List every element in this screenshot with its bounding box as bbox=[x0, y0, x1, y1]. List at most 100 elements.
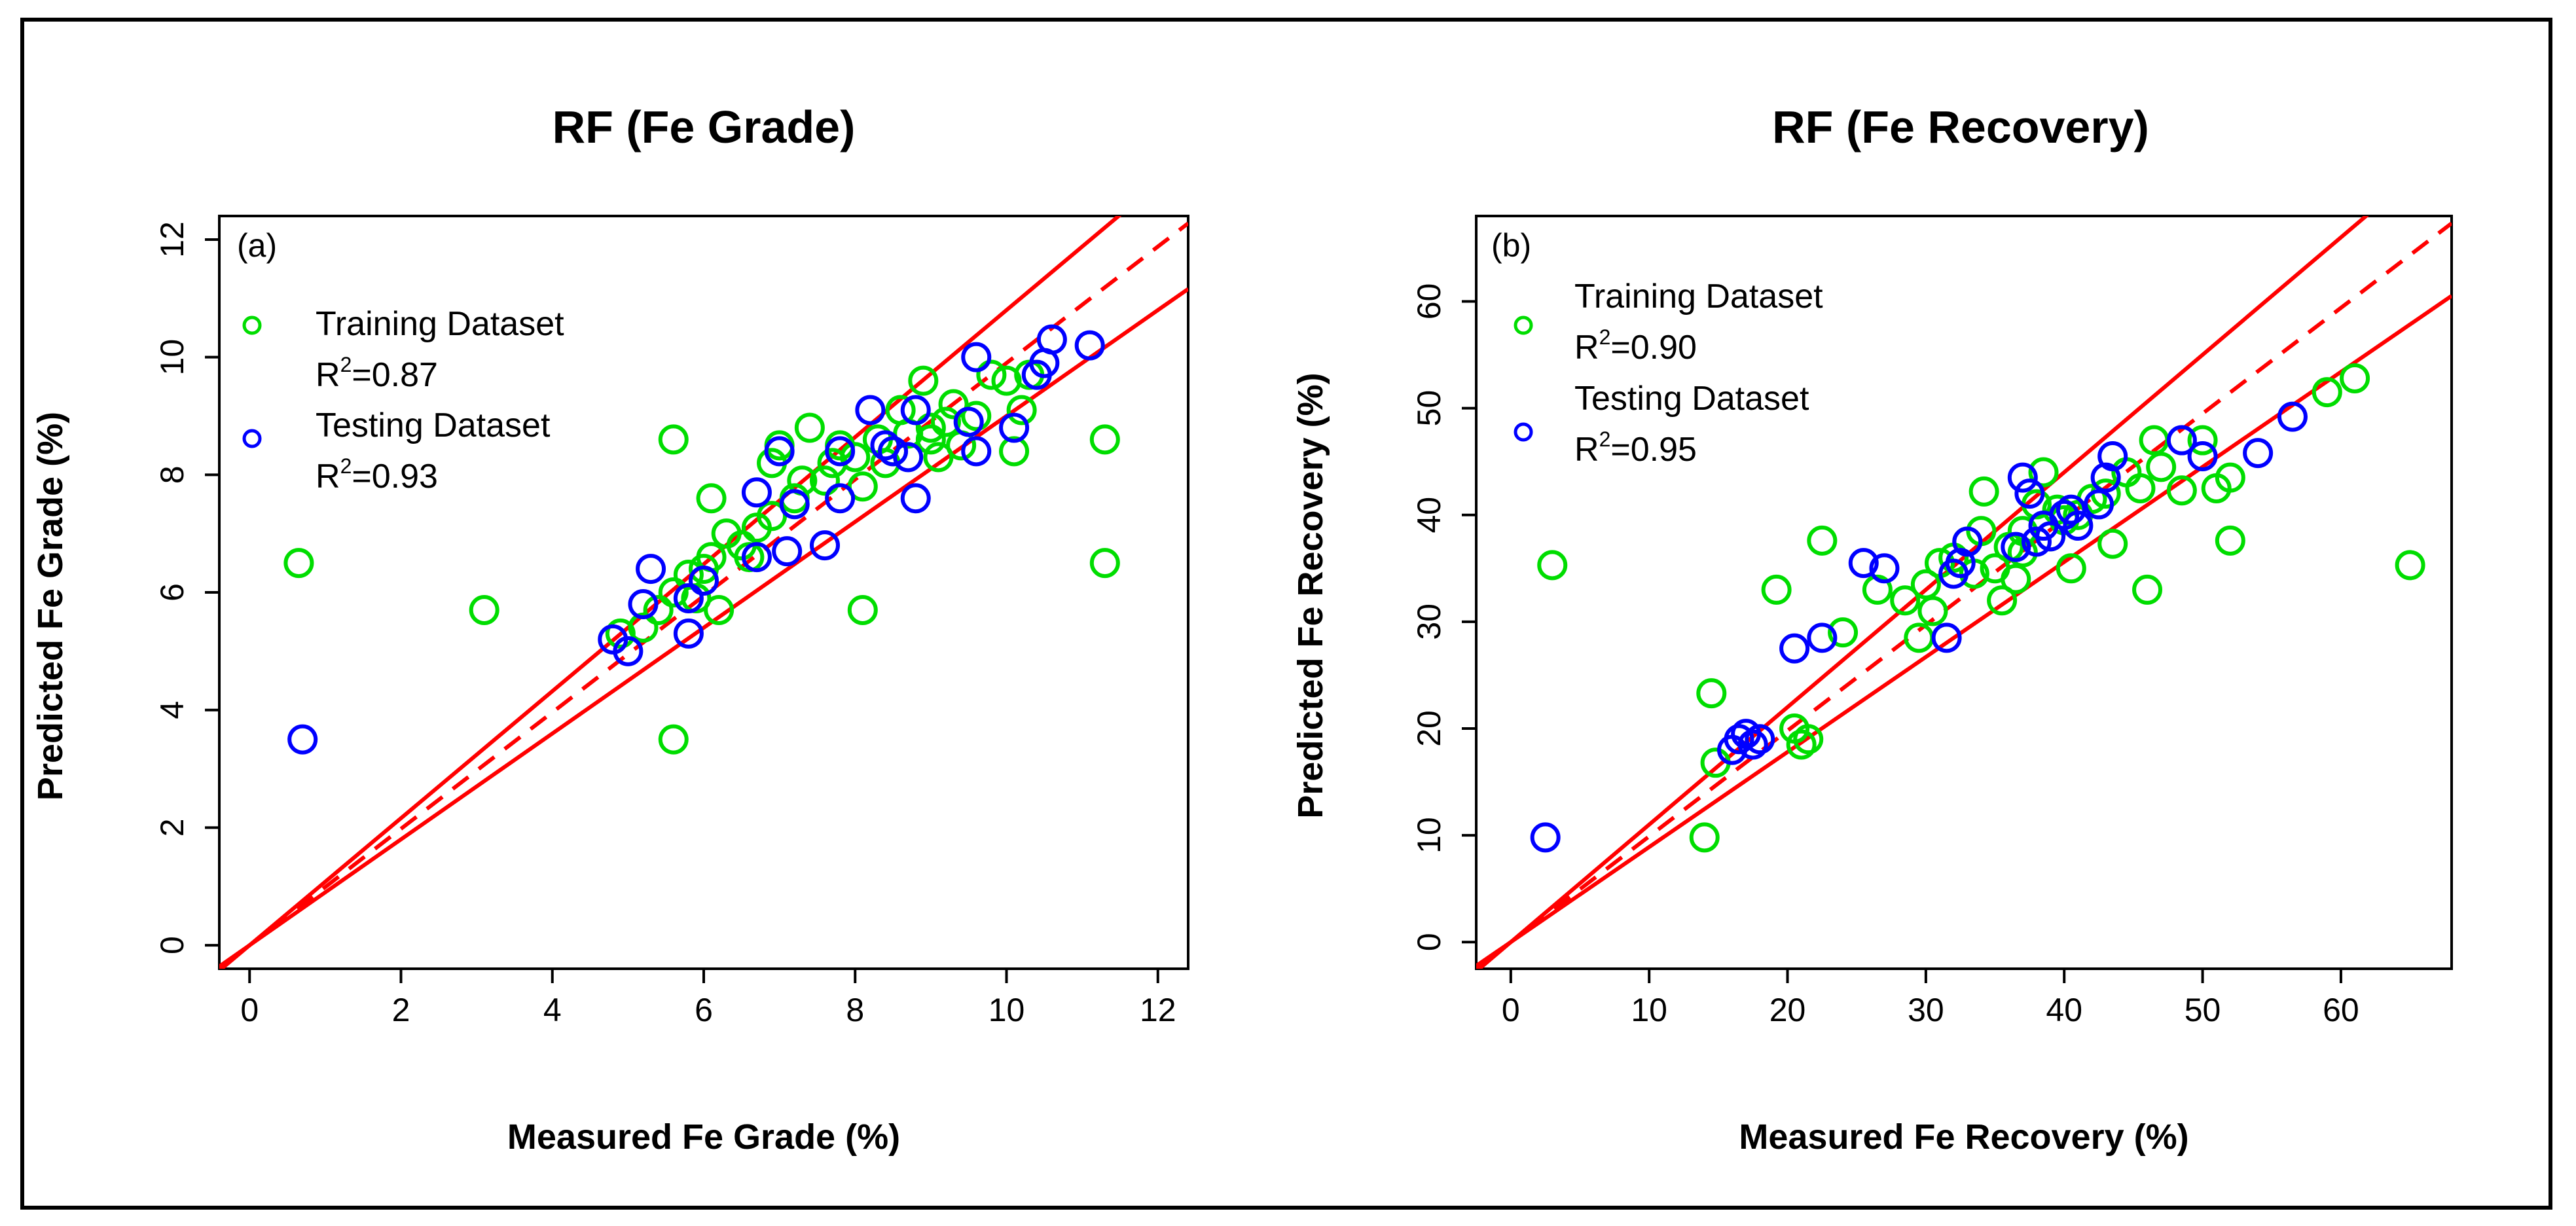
training-point bbox=[2395, 550, 2425, 581]
training-point bbox=[923, 442, 954, 473]
legend-r2-testing: R2=0.93 bbox=[316, 454, 438, 496]
reference-lines bbox=[219, 216, 1188, 969]
training-point bbox=[1689, 822, 1720, 853]
y-tick-label: 12 bbox=[154, 221, 190, 258]
training-point bbox=[734, 542, 765, 573]
testing-point bbox=[1807, 622, 1838, 653]
training-point bbox=[1828, 617, 1859, 648]
training-point bbox=[847, 471, 878, 502]
training-point bbox=[1537, 550, 1568, 581]
legend: Training Dataset R2=0.90 Testing Dataset… bbox=[1514, 278, 1823, 469]
bound-line bbox=[219, 216, 1122, 969]
testing-point bbox=[2084, 489, 2114, 520]
training-point bbox=[283, 548, 314, 579]
testing-point bbox=[1848, 548, 1879, 579]
fit-line-dashed bbox=[219, 221, 1188, 969]
training-point bbox=[915, 412, 946, 443]
testing-point bbox=[855, 395, 886, 425]
x-tick-label: 60 bbox=[2323, 992, 2359, 1028]
y-tick-label: 10 bbox=[154, 339, 190, 376]
training-point bbox=[2125, 473, 2156, 503]
training-point bbox=[1761, 574, 1792, 605]
legend-label-training: Training Dataset bbox=[1574, 278, 1823, 316]
y-axis-label: Predicted Fe Grade (%) bbox=[31, 412, 70, 801]
testing-point bbox=[810, 530, 840, 561]
y-tick-label: 0 bbox=[1411, 933, 1447, 951]
training-point bbox=[643, 594, 674, 625]
y-tick-label: 60 bbox=[1411, 283, 1447, 320]
x-tick-label: 10 bbox=[989, 992, 1025, 1028]
training-point bbox=[931, 406, 961, 437]
legend-label-testing: Testing Dataset bbox=[1574, 380, 1809, 418]
y-tick-label: 0 bbox=[154, 936, 190, 954]
training-point bbox=[2166, 475, 2197, 506]
r2-sup: 2 bbox=[1599, 325, 1611, 349]
training-point bbox=[1807, 525, 1838, 556]
training-point bbox=[2340, 363, 2370, 393]
r2-sup: 2 bbox=[340, 454, 352, 478]
testing-point bbox=[1945, 548, 1976, 579]
training-point bbox=[1968, 476, 1999, 507]
x-tick-label: 2 bbox=[392, 992, 410, 1028]
testing-point bbox=[1952, 526, 1983, 557]
testing-point bbox=[2063, 511, 2094, 541]
legend-marker-testing bbox=[1514, 422, 1533, 442]
testing-point bbox=[764, 436, 795, 467]
y-tick-label: 40 bbox=[1411, 497, 1447, 533]
training-point bbox=[1890, 585, 1921, 616]
training-point bbox=[2132, 574, 2163, 605]
training-point bbox=[885, 395, 916, 425]
legend-marker-testing bbox=[242, 429, 262, 448]
testing-point bbox=[741, 477, 772, 508]
training-point bbox=[2028, 457, 2059, 488]
training-point bbox=[658, 724, 689, 755]
y-tick-label: 6 bbox=[154, 583, 190, 602]
legend-marker-training bbox=[242, 316, 262, 335]
testing-point bbox=[2277, 401, 2308, 432]
bound-line bbox=[219, 287, 1188, 968]
r2-base: R bbox=[1574, 329, 1599, 367]
testing-point bbox=[772, 536, 803, 567]
testing-point bbox=[1745, 724, 1775, 755]
reference-lines bbox=[1476, 216, 2452, 969]
testing-point bbox=[2187, 441, 2218, 472]
fit-line-dashed bbox=[1476, 221, 2452, 969]
training-point bbox=[2097, 528, 2128, 559]
training-point bbox=[999, 436, 1030, 467]
testing-point bbox=[1931, 622, 1962, 653]
training-point bbox=[1987, 585, 2018, 616]
x-tick-label: 50 bbox=[2185, 992, 2221, 1028]
training-point bbox=[757, 501, 788, 532]
x-axis-label: Measured Fe Recovery (%) bbox=[1739, 1117, 2188, 1157]
testing-point bbox=[870, 430, 901, 461]
legend-r2-training: R2=0.90 bbox=[1574, 325, 1697, 367]
legend-label-testing: Testing Dataset bbox=[316, 406, 551, 444]
training-point bbox=[1793, 724, 1824, 755]
testing-point bbox=[2035, 521, 2066, 552]
r2-sup: 2 bbox=[1599, 427, 1611, 451]
training-point bbox=[1910, 569, 1941, 600]
r2-value: =0.87 bbox=[352, 356, 438, 394]
testing-point bbox=[636, 554, 666, 585]
training-point bbox=[704, 594, 735, 625]
testing-point bbox=[1779, 633, 1810, 664]
figure-border bbox=[20, 18, 2552, 1210]
training-point bbox=[2215, 462, 2245, 493]
training-point bbox=[1917, 596, 1948, 626]
testing-point bbox=[1530, 822, 1561, 853]
panel-tag: (a) bbox=[237, 227, 277, 264]
testing-point bbox=[2021, 526, 2052, 557]
testing-point bbox=[673, 583, 704, 613]
r2-base: R bbox=[316, 356, 340, 394]
testing-point bbox=[961, 342, 992, 372]
testing-point bbox=[825, 483, 856, 514]
training-point bbox=[628, 612, 659, 643]
testing-point bbox=[825, 436, 856, 467]
training-point bbox=[1089, 548, 1120, 579]
plot-frame bbox=[1475, 215, 2453, 970]
training-point bbox=[2056, 553, 2086, 584]
testing-points bbox=[287, 324, 1105, 755]
y-tick-label: 8 bbox=[154, 465, 190, 484]
testing-point bbox=[1737, 729, 1768, 760]
